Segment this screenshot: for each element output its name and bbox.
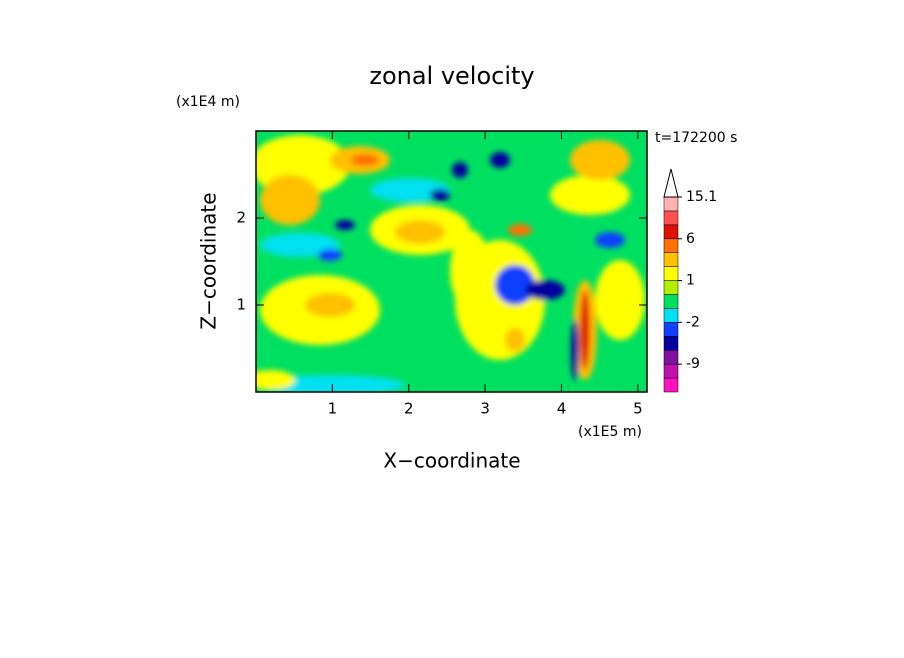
x-tick-label: 4: [557, 400, 567, 418]
x-tick-label: 3: [480, 400, 490, 418]
colorbar-segment: [663, 336, 679, 351]
colorbar-segment: [663, 322, 679, 337]
chart-title: zonal velocity: [369, 62, 534, 90]
colorbar-segment: [663, 224, 679, 240]
colorbar-segment: [663, 266, 679, 281]
x-unit: (x1E5 m): [578, 424, 642, 440]
colorbar-segment: [663, 377, 679, 393]
colorbar-label: 15.1: [686, 189, 717, 205]
contour-field: [256, 131, 647, 392]
x-axis-label: X−coordinate: [383, 449, 520, 473]
colorbar-segment: [663, 252, 679, 267]
y-tick-label: 2: [236, 209, 246, 227]
y-unit: (x1E4 m): [176, 94, 240, 110]
colorbar-label: -2: [686, 314, 700, 330]
x-tick-label: 1: [328, 400, 338, 418]
colorbar-segment: [663, 196, 679, 212]
colorbar-segment: [663, 363, 679, 379]
colorbar-label: 6: [686, 231, 695, 247]
colorbar-label: -9: [686, 356, 700, 372]
colorbar-segment: [663, 210, 679, 226]
y-tick-label: 1: [236, 296, 246, 314]
colorbar-segment: [663, 349, 679, 365]
x-tick-label: 2: [404, 400, 414, 418]
colorbar-segment: [663, 238, 679, 253]
colorbar-segment: [663, 280, 679, 295]
colorbar-segment: [663, 294, 679, 309]
colorbar-label: 1: [686, 273, 695, 289]
colorbar-segment: [663, 308, 679, 323]
time-annotation: t=172200 s: [655, 130, 737, 146]
colorbar-extend: [663, 168, 679, 198]
y-axis-label: Z−coordinate: [197, 192, 221, 329]
x-tick-label: 5: [633, 400, 643, 418]
plot-frame: [255, 130, 648, 393]
